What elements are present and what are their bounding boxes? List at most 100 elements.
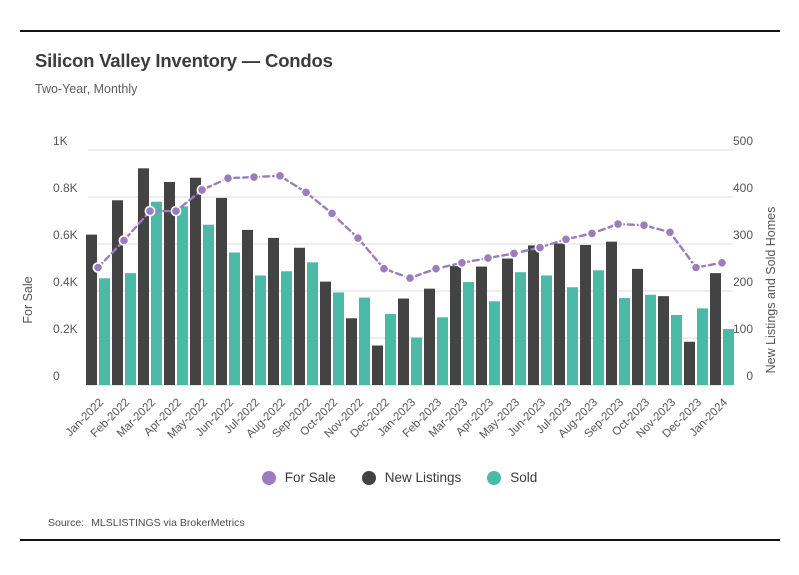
left-axis-tick-label: 0.2K [53, 322, 78, 336]
bar-sold [411, 337, 422, 385]
bar-new-listings [294, 247, 305, 385]
point-for-sale [222, 172, 234, 184]
bar-sold [203, 224, 214, 385]
point-for-sale [664, 226, 676, 238]
legend-label: New Listings [384, 470, 462, 485]
bar-sold [229, 252, 240, 385]
point-for-sale [326, 208, 338, 219]
bar-new-listings [268, 237, 279, 385]
left-axis-tick-label: 0.4K [53, 275, 78, 289]
bar-new-listings [580, 244, 591, 385]
point-for-sale [534, 242, 546, 253]
point-for-sale [378, 263, 390, 275]
bar-sold [671, 314, 682, 385]
bar-new-listings [190, 177, 201, 385]
bar-new-listings [528, 245, 539, 385]
bar-new-listings [242, 229, 253, 385]
left-axis-tick-label: 1K [53, 134, 68, 148]
right-axis-tick-label: 400 [733, 181, 753, 195]
bar-sold [437, 317, 448, 385]
right-axis-tick-label: 100 [733, 322, 753, 336]
bar-sold [255, 275, 266, 385]
point-for-sale [118, 235, 130, 246]
legend-label: For Sale [284, 470, 336, 485]
point-for-sale [638, 219, 650, 231]
legend-swatch-icon [361, 470, 376, 485]
point-for-sale [196, 184, 208, 196]
point-for-sale [92, 262, 104, 273]
right-axis-tick-label: 0 [746, 369, 753, 383]
bar-sold [359, 297, 370, 385]
bar-new-listings [632, 268, 643, 385]
bar-new-listings [424, 288, 435, 385]
bar-sold [99, 278, 110, 385]
right-axis-tick-label: 500 [733, 134, 753, 148]
point-for-sale [586, 228, 598, 239]
bar-sold [697, 308, 708, 385]
bar-sold [151, 201, 162, 385]
bar-sold [489, 301, 500, 385]
source-value: MLSLISTINGS via BrokerMetrics [91, 517, 245, 529]
bar-sold [125, 273, 136, 385]
bar-sold [593, 270, 604, 385]
bar-sold [307, 262, 318, 385]
bar-sold [567, 287, 578, 385]
bar-new-listings [684, 341, 695, 385]
right-axis-tick-label: 200 [733, 275, 753, 289]
bar-sold [541, 275, 552, 385]
bar-new-listings [450, 266, 461, 385]
bar-new-listings [606, 241, 617, 385]
bar-sold [645, 294, 656, 385]
bar-new-listings [398, 298, 409, 385]
bottom-divider [20, 539, 780, 541]
bar-sold [463, 282, 474, 385]
page-title: Silicon Valley Inventory — Condos [35, 50, 333, 71]
legend-swatch-icon [261, 470, 276, 485]
point-for-sale [144, 205, 156, 217]
bar-sold [385, 314, 396, 385]
legend-item-sold: Sold [487, 470, 537, 485]
bar-sold [333, 292, 344, 385]
bar-new-listings [372, 345, 383, 385]
bar-new-listings [502, 258, 513, 385]
right-axis-tick-label: 300 [733, 228, 753, 242]
bar-sold [281, 271, 292, 385]
bar-sold [619, 298, 630, 385]
page-subtitle: Two-Year, Monthly [35, 82, 138, 96]
point-for-sale [482, 252, 494, 264]
top-divider [20, 30, 780, 32]
left-axis-tick-label: 0.6K [53, 228, 78, 242]
bar-new-listings [710, 273, 721, 385]
point-for-sale [300, 186, 312, 198]
point-for-sale [170, 205, 182, 217]
source-label: Source: [48, 517, 85, 529]
point-for-sale [690, 262, 702, 273]
bar-new-listings [476, 266, 487, 385]
legend-item-for-sale: For Sale [261, 470, 336, 485]
point-for-sale [716, 257, 728, 269]
bar-new-listings [658, 296, 669, 385]
bar-new-listings [138, 168, 149, 385]
bar-sold [515, 272, 526, 385]
point-for-sale [560, 233, 572, 245]
bar-new-listings [554, 243, 565, 385]
source-note: Source: MLSLISTINGS via BrokerMetrics [48, 517, 245, 529]
point-for-sale [404, 272, 416, 284]
bar-new-listings [86, 234, 97, 385]
legend-swatch-icon [487, 470, 502, 485]
bar-new-listings [346, 318, 357, 385]
left-axis-tick-label: 0.8K [53, 181, 78, 195]
point-for-sale [612, 218, 624, 230]
chart-legend: For Sale New Listings Sold [0, 470, 799, 485]
point-for-sale [430, 263, 442, 275]
bar-new-listings [216, 197, 227, 385]
legend-item-new-listings: New Listings [361, 470, 462, 485]
bar-sold [177, 206, 188, 385]
left-axis-tick-label: 0 [53, 369, 60, 383]
legend-label: Sold [510, 470, 538, 485]
point-for-sale [508, 247, 520, 259]
bar-new-listings [320, 281, 331, 385]
bar-new-listings [164, 181, 175, 385]
bar-sold [723, 329, 734, 385]
